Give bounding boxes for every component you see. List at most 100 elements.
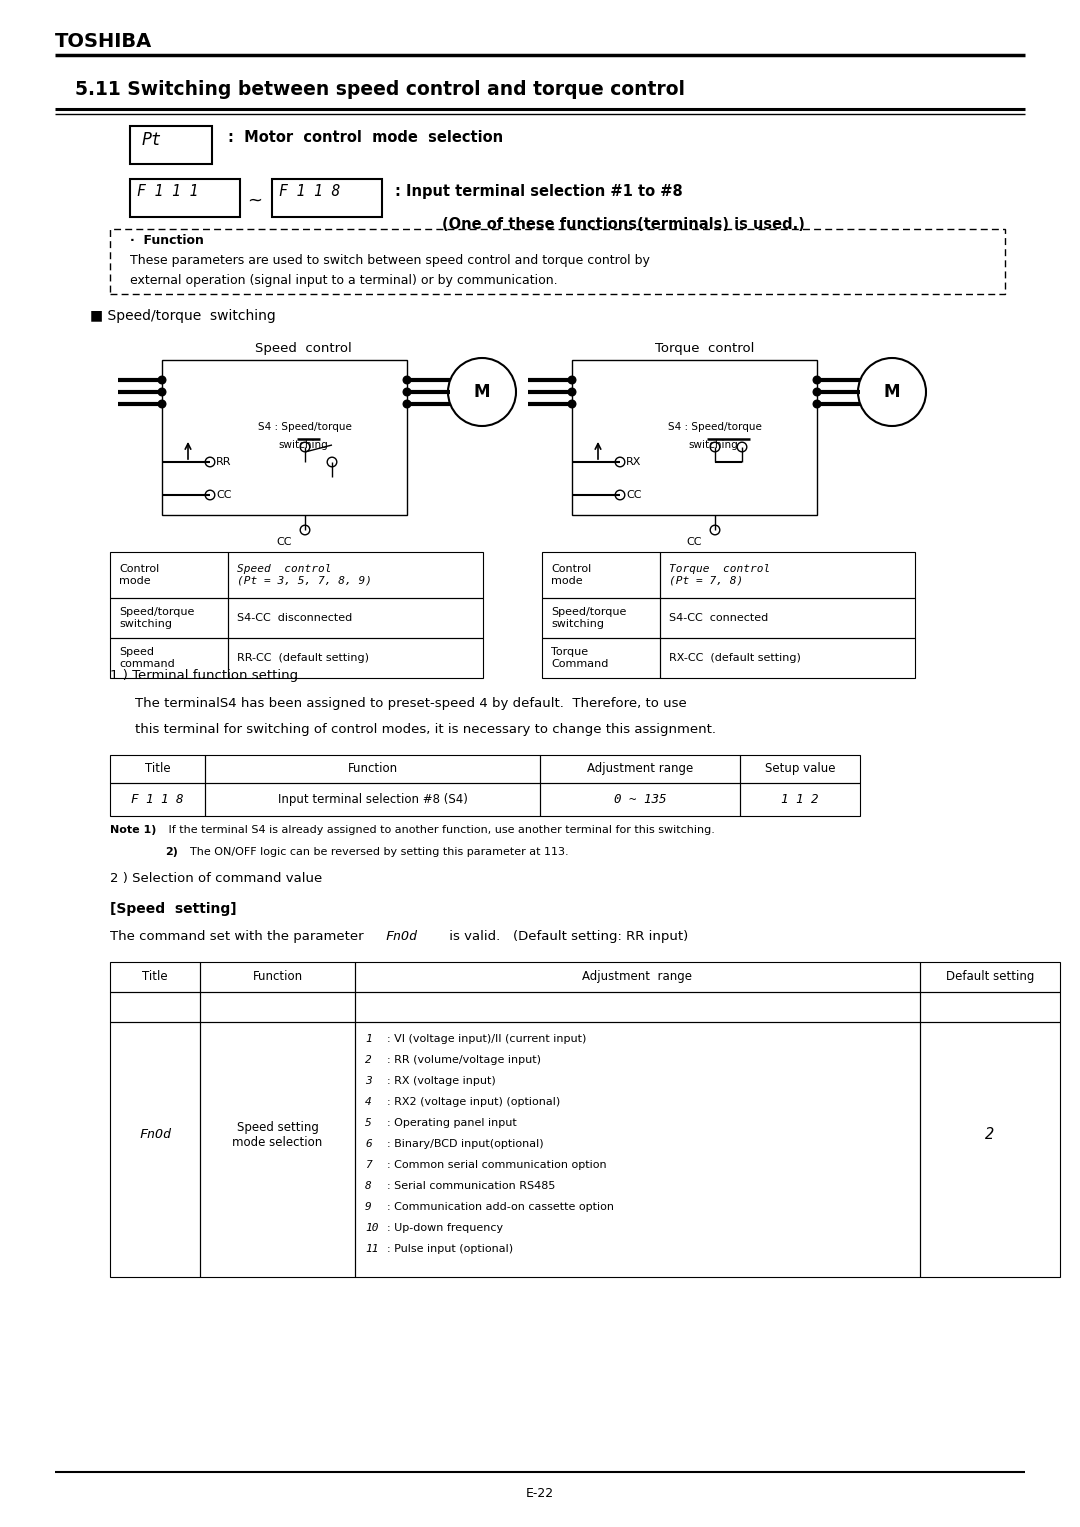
Text: The command set with the parameter: The command set with the parameter [110,930,368,944]
Circle shape [568,388,576,395]
Circle shape [403,400,410,408]
Text: RR: RR [216,457,231,467]
Text: 1 ) Terminal function setting: 1 ) Terminal function setting [110,669,298,683]
Text: this terminal for switching of control modes, it is necessary to change this ass: this terminal for switching of control m… [135,722,716,736]
Text: 4: 4 [365,1096,372,1107]
Text: : RX (voltage input): : RX (voltage input) [387,1077,496,1086]
Text: The terminalS4 has been assigned to preset-speed 4 by default.  Therefore, to us: The terminalS4 has been assigned to pres… [135,696,687,710]
Text: RR-CC  (default setting): RR-CC (default setting) [237,654,369,663]
Text: Adjustment  range: Adjustment range [582,971,692,983]
Circle shape [403,388,410,395]
Text: CC: CC [216,490,231,499]
Text: Setup value: Setup value [765,762,835,776]
Text: 9: 9 [365,1202,372,1212]
Text: If the terminal S4 is already assigned to another function, use another terminal: If the terminal S4 is already assigned t… [165,825,715,835]
Text: Note 1): Note 1) [110,825,157,835]
Circle shape [813,376,821,383]
Text: F 1 1 1: F 1 1 1 [137,183,199,199]
Text: 2 ) Selection of command value: 2 ) Selection of command value [110,872,322,886]
Circle shape [813,388,821,395]
Text: 10: 10 [365,1223,378,1232]
Text: Input terminal selection #8 (S4): Input terminal selection #8 (S4) [278,793,468,806]
Text: ·  Function: · Function [130,234,204,247]
Text: RX-CC  (default setting): RX-CC (default setting) [669,654,801,663]
Text: : Serial communication RS485: : Serial communication RS485 [387,1180,555,1191]
Text: CC: CC [686,538,702,547]
Text: [Speed  setting]: [Speed setting] [110,902,237,916]
Text: : Communication add-on cassette option: : Communication add-on cassette option [387,1202,615,1212]
Text: 5.11 Switching between speed control and torque control: 5.11 Switching between speed control and… [75,79,685,99]
Text: Function: Function [348,762,397,776]
Text: Speed  control
(Pt = 3, 5, 7, 8, 9): Speed control (Pt = 3, 5, 7, 8, 9) [237,563,372,586]
Text: Speed setting
mode selection: Speed setting mode selection [232,1121,323,1148]
Text: CC: CC [276,538,292,547]
Text: : RX2 (voltage input) (optional): : RX2 (voltage input) (optional) [387,1096,561,1107]
Text: 7: 7 [365,1161,372,1170]
Text: Torque
Command: Torque Command [551,647,608,669]
Text: 1: 1 [365,1034,372,1044]
Text: 5: 5 [365,1118,372,1128]
Text: These parameters are used to switch between speed control and torque control by: These parameters are used to switch betw… [130,253,650,267]
Text: Adjustment range: Adjustment range [586,762,693,776]
Text: Control
mode: Control mode [119,563,159,586]
Text: M: M [474,383,490,402]
Text: ~: ~ [247,192,262,211]
Text: : Common serial communication option: : Common serial communication option [387,1161,607,1170]
Circle shape [813,400,821,408]
Text: FnOd: FnOd [139,1128,171,1141]
Text: :  Motor  control  mode  selection: : Motor control mode selection [228,130,503,145]
Text: F 1 1 8: F 1 1 8 [132,793,184,806]
Text: FnOd: FnOd [384,930,417,944]
Text: S4 : Speed/torque: S4 : Speed/torque [258,421,352,432]
Text: F 1 1 8: F 1 1 8 [279,183,340,199]
Circle shape [568,400,576,408]
Text: Speed/torque
switching: Speed/torque switching [119,608,194,629]
Text: TOSHIBA: TOSHIBA [55,32,152,50]
Text: Speed  control: Speed control [255,342,352,354]
Text: Title: Title [143,971,167,983]
Text: : VI (voltage input)/II (current input): : VI (voltage input)/II (current input) [387,1034,586,1044]
Text: : Operating panel input: : Operating panel input [387,1118,516,1128]
Text: Speed
command: Speed command [119,647,175,669]
Text: is valid.   (Default setting: RR input): is valid. (Default setting: RR input) [445,930,688,944]
Text: E-22: E-22 [526,1487,554,1500]
Text: switching: switching [278,440,327,450]
Text: Torque  control: Torque control [654,342,754,354]
Text: : RR (volume/voltage input): : RR (volume/voltage input) [387,1055,541,1064]
Text: 2: 2 [985,1127,995,1142]
Text: M: M [883,383,901,402]
Circle shape [158,400,166,408]
Text: Default setting: Default setting [946,971,1035,983]
Circle shape [158,376,166,383]
Text: Control
mode: Control mode [551,563,591,586]
Circle shape [403,376,410,383]
Text: ■ Speed/torque  switching: ■ Speed/torque switching [90,308,275,324]
Text: switching: switching [688,440,738,450]
Text: S4 : Speed/torque: S4 : Speed/torque [669,421,761,432]
Text: external operation (signal input to a terminal) or by communication.: external operation (signal input to a te… [130,273,557,287]
Text: 11: 11 [365,1245,378,1254]
Text: : Pulse input (optional): : Pulse input (optional) [387,1245,513,1254]
Text: 1 1 2: 1 1 2 [781,793,819,806]
Text: S4-CC  disconnected: S4-CC disconnected [237,612,352,623]
Text: RX: RX [626,457,642,467]
Text: Speed/torque
switching: Speed/torque switching [551,608,626,629]
Text: The ON/OFF logic can be reversed by setting this parameter at 113.: The ON/OFF logic can be reversed by sett… [190,847,569,857]
Text: 3: 3 [365,1077,372,1086]
Text: : Up-down frequency: : Up-down frequency [387,1223,503,1232]
Text: S4-CC  connected: S4-CC connected [669,612,768,623]
Text: Torque  control
(Pt = 7, 8): Torque control (Pt = 7, 8) [669,563,770,586]
Circle shape [568,376,576,383]
Text: : Input terminal selection #1 to #8: : Input terminal selection #1 to #8 [395,183,683,199]
Text: 6: 6 [365,1139,372,1148]
Text: Title: Title [145,762,171,776]
Text: CC: CC [626,490,642,499]
Text: 0 ~ 135: 0 ~ 135 [613,793,666,806]
Text: 2): 2) [165,847,178,857]
Text: : Binary/BCD input(optional): : Binary/BCD input(optional) [387,1139,543,1148]
Text: Function: Function [253,971,302,983]
Text: 8: 8 [365,1180,372,1191]
Text: 2: 2 [365,1055,372,1064]
Text: (One of these functions(terminals) is used.): (One of these functions(terminals) is us… [442,217,805,232]
Circle shape [158,388,166,395]
